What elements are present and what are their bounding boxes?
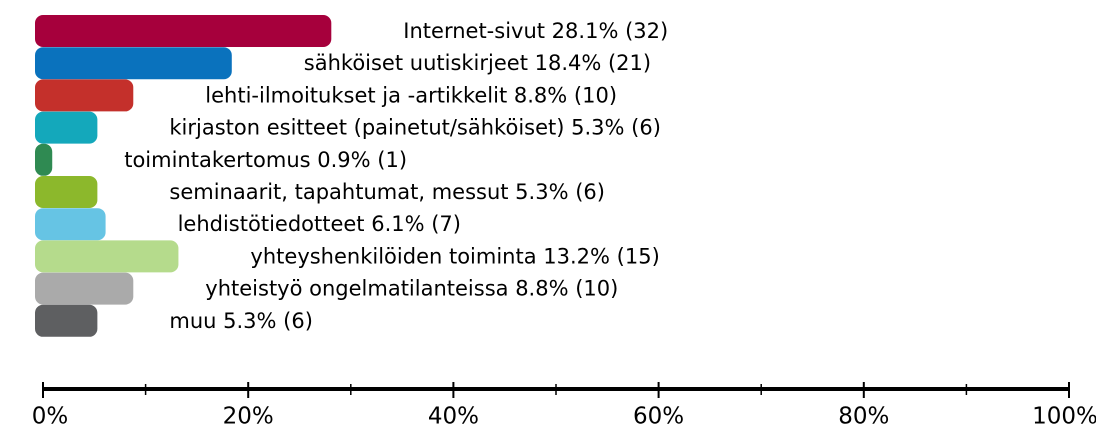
bar-label: muu 5.3% (6) [169, 309, 313, 333]
x-tick-label: 0% [32, 404, 69, 430]
bar-label: yhteistyö ongelmatilanteissa 8.8% (10) [205, 277, 618, 301]
bar-label: lehti-ilmoitukset ja -artikkelit 8.8% (1… [205, 83, 617, 107]
bar-label: seminaarit, tapahtumat, messut 5.3% (6) [169, 180, 605, 204]
bar [35, 240, 179, 273]
bar [35, 47, 232, 80]
bar-label: lehdistötiedotteet 6.1% (7) [178, 212, 461, 236]
x-tick-label: 60% [633, 404, 684, 430]
bar-label: Internet-sivut 28.1% (32) [403, 19, 668, 43]
bar-label: toimintakertomus 0.9% (1) [124, 148, 407, 172]
bar [35, 143, 53, 176]
bar [35, 272, 134, 305]
x-tick-label: 40% [428, 404, 479, 430]
x-tick-label: 100% [1032, 404, 1096, 430]
bar [35, 176, 98, 208]
bar [35, 15, 332, 47]
x-tick-label: 80% [838, 404, 889, 430]
bar-label: sähköiset uutiskirjeet 18.4% (21) [304, 51, 651, 75]
bar [35, 111, 98, 144]
bar [35, 304, 98, 337]
bar [35, 208, 106, 241]
bar-label: kirjaston esitteet (painetut/sähköiset) … [169, 116, 661, 140]
x-tick-label: 20% [223, 404, 274, 430]
bar [35, 79, 134, 112]
bar-label: yhteyshenkilöiden toiminta 13.2% (15) [250, 244, 659, 268]
